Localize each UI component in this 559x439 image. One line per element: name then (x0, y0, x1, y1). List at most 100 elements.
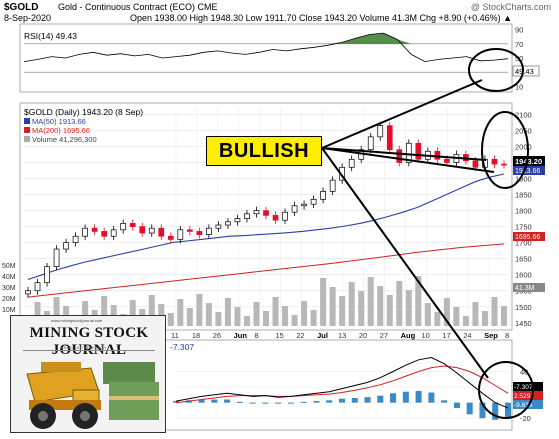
truck-wheel-rear-hub (38, 411, 48, 421)
macd-circle (478, 361, 534, 419)
candle-body (282, 211, 288, 221)
histogram-value-label: -9.836 (514, 402, 533, 409)
candle-body (215, 224, 222, 229)
rsi-panel: 9070503010 RSI(14) 49.43 49.43 (19, 23, 540, 93)
volume-bar (282, 306, 289, 326)
price-tick-label: 1500 (515, 303, 532, 312)
candle-body (501, 163, 507, 166)
candle-body (491, 158, 498, 165)
annotation-line-to-price-lower (321, 147, 495, 173)
volume-bar (82, 301, 89, 326)
candle-body (310, 199, 317, 205)
macd-histogram-bar (351, 397, 358, 403)
price-candles (25, 121, 507, 298)
price-tick-label: 1700 (515, 239, 532, 248)
mining-stock-journal-logo: www.miningstockjournal.com MINING STOCK … (10, 315, 166, 433)
haul-truck-illustration (23, 350, 159, 429)
macd-histogram-bar (505, 402, 511, 418)
volume-bar (434, 312, 441, 326)
candle-body (415, 142, 422, 160)
truck-wheel-front-hub (80, 411, 90, 421)
x-tick-label: 8 (255, 331, 259, 340)
price-tick-label: 1600 (515, 271, 532, 280)
candle-body (177, 229, 184, 240)
volume-bar (424, 303, 431, 326)
rsi-overbought-fill (24, 33, 508, 44)
volume-bar (443, 298, 450, 326)
rsi-title: RSI(14) 49.43 (24, 31, 77, 41)
x-tick-label: 27 (380, 331, 388, 340)
rsi-value-box (512, 65, 540, 77)
x-tick-label: 8 (505, 331, 509, 340)
x-tick-label: 26 (213, 331, 221, 340)
logo-rule (23, 350, 155, 351)
current-price-label: 1943.20 (515, 157, 542, 166)
x-tick-label: 22 (296, 331, 304, 340)
candle-body (225, 221, 231, 226)
ma200-value-label: 1695.66 (515, 234, 540, 241)
volume-bar (263, 311, 269, 326)
volume-bar (329, 287, 336, 326)
date-x-axis: 11 18 26 Jun 8 15 22 Jul 13 20 27 Aug 10 17 24 Sep 8 (171, 331, 509, 340)
candle-body (253, 210, 260, 215)
volume-legend: Volume 41,296,300 (32, 135, 97, 144)
candle-body (148, 227, 155, 234)
chart-date: 8-Sep-2020 (4, 13, 52, 23)
candle-body (472, 160, 479, 168)
candle-body (234, 218, 241, 223)
macd-histogram-bar (275, 402, 282, 404)
volume-value-label: 41.3M (515, 285, 535, 292)
volume-bar (291, 315, 298, 326)
logo-subtitle: KRAEGLER RESEARCH (61, 345, 107, 350)
contract-description: Gold - Continuous Contract (ECO) CME (58, 2, 218, 12)
price-tick-label: 1850 (515, 191, 532, 200)
macd-histogram-bar (390, 393, 397, 403)
volume-bar (215, 312, 222, 326)
candle-body (53, 248, 60, 268)
macd-histogram-bar (441, 400, 448, 403)
rsi-line (23, 32, 509, 63)
price-tick-label: 1450 (515, 319, 532, 328)
ma200-legend: MA(200) 1695.66 (32, 126, 90, 135)
rsi-panel-frame (19, 23, 513, 93)
candle-body (72, 235, 79, 243)
volume-bar (453, 307, 460, 326)
annotation-overlay (321, 48, 534, 419)
macd-histogram-bar (492, 402, 499, 420)
macd-tick-label: -20 (520, 414, 531, 423)
ma200-value-box (513, 232, 545, 241)
volume-bar (205, 303, 212, 326)
money-band (109, 396, 159, 400)
candle-body (167, 235, 174, 240)
candle-body (139, 226, 146, 234)
candle-body (44, 266, 50, 284)
candle-body (405, 142, 412, 163)
price-tick-label: 2100 (515, 110, 532, 119)
candle-body (320, 191, 326, 200)
macd-histogram-bar (364, 397, 371, 403)
x-tick-label: 13 (338, 331, 346, 340)
macd-histogram-bar (479, 402, 486, 419)
candle-body (110, 229, 117, 237)
volume-bar (481, 311, 488, 326)
x-tick-label: 20 (359, 331, 367, 340)
price-tick-label: 1900 (515, 175, 532, 184)
candle-body (386, 125, 393, 151)
candle-body (301, 203, 307, 207)
candle-body (244, 213, 250, 219)
x-tick-label: 10 (422, 331, 430, 340)
candle-body (367, 136, 374, 151)
macd-line (175, 356, 509, 409)
macd-histogram-bar (300, 401, 307, 403)
macd-histogram-bar (428, 392, 435, 403)
price-tick-label: 1650 (515, 255, 532, 264)
candle-body (348, 158, 355, 168)
signal-value-label: 2.529 (514, 393, 531, 400)
candle-body (444, 158, 450, 163)
price-circle (481, 111, 529, 189)
macd-histogram-bar (453, 402, 460, 409)
gold-load (41, 362, 81, 372)
price-tick-label: 1750 (515, 223, 532, 232)
macd-histogram-bar (198, 399, 205, 403)
